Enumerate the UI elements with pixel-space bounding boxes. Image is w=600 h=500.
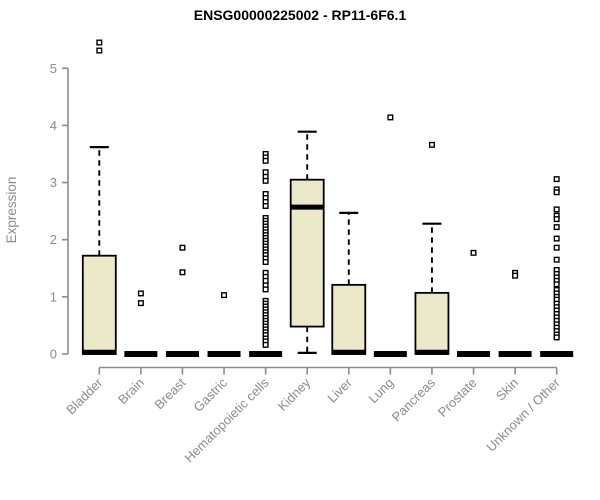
x-tick-label-breast: Breast	[151, 375, 188, 412]
outlier-point	[470, 249, 477, 256]
x-tick-label-bladder: Bladder	[63, 375, 106, 418]
box-lung	[373, 114, 407, 357]
outlier-point	[553, 189, 560, 196]
outlier-point	[553, 244, 560, 251]
x-tick-label-brain: Brain	[115, 375, 147, 407]
outlier-point	[262, 258, 269, 265]
y-axis: 0 1 2 3 4 5	[50, 61, 69, 362]
x-tick-label-pancreas: Pancreas	[389, 375, 439, 425]
outlier-point	[553, 216, 560, 223]
collapsed-box	[373, 351, 407, 357]
outlier-point	[553, 256, 560, 263]
box-hematopoietic-cells	[249, 150, 283, 357]
y-tick-label: 4	[50, 118, 57, 133]
box-breast	[165, 244, 199, 357]
outlier-point	[262, 202, 269, 209]
collapsed-box	[165, 351, 199, 357]
outlier-point	[428, 141, 435, 148]
outlier-point	[262, 157, 269, 164]
outlier-point	[137, 300, 144, 307]
outlier-point	[179, 269, 186, 276]
x-tick-label-kidney: Kidney	[275, 375, 314, 414]
x-tick-label-gastric: Gastric	[190, 375, 230, 415]
x-tick-label-prostate: Prostate	[435, 375, 480, 420]
collapsed-box	[249, 351, 283, 357]
collapsed-box	[124, 351, 158, 357]
x-tick-label-unknown-other: Unknown / Other	[483, 375, 563, 455]
box-skin	[498, 269, 532, 357]
outlier-point	[512, 272, 519, 279]
x-tick-label-skin: Skin	[493, 375, 521, 403]
outlier-point	[262, 177, 269, 184]
y-tick-label: 2	[50, 232, 57, 247]
outlier-point	[137, 290, 144, 297]
x-tick-label-lung: Lung	[365, 375, 396, 406]
outlier-point	[96, 39, 103, 46]
outlier-point	[96, 47, 103, 54]
x-tick-label-liver: Liver	[324, 375, 355, 406]
outlier-point	[262, 341, 269, 348]
outlier-point	[553, 334, 560, 341]
outlier-point	[387, 114, 394, 121]
y-tick-label: 3	[50, 175, 57, 190]
y-tick-label: 1	[50, 289, 57, 304]
box-prostate	[457, 249, 491, 357]
box-gastric	[207, 292, 241, 357]
outlier-point	[179, 244, 186, 251]
y-axis-label: Expression	[4, 176, 19, 244]
box-kidney	[289, 130, 325, 354]
box-bladder	[81, 39, 117, 355]
y-tick-label: 5	[50, 61, 57, 76]
box-pancreas	[414, 141, 450, 355]
collapsed-box	[540, 351, 574, 357]
outlier-point	[553, 206, 560, 213]
outlier-point	[553, 235, 560, 242]
collapsed-box	[498, 351, 532, 357]
outlier-point	[262, 286, 269, 293]
chart-title: ENSG00000225002 - RP11-6F6.1	[193, 7, 407, 23]
outlier-point	[221, 292, 228, 299]
iqr-box	[414, 291, 450, 355]
outlier-point	[553, 224, 560, 231]
box-liver	[331, 211, 367, 355]
iqr-box	[81, 254, 117, 355]
iqr-box	[331, 283, 367, 355]
collapsed-box	[457, 351, 491, 357]
collapsed-box	[207, 351, 241, 357]
box-brain	[124, 290, 158, 357]
iqr-box	[289, 178, 325, 328]
box-unknown-other	[540, 176, 574, 357]
y-tick-label: 0	[50, 347, 57, 362]
outlier-point	[553, 176, 560, 183]
outlier-point	[553, 281, 560, 288]
